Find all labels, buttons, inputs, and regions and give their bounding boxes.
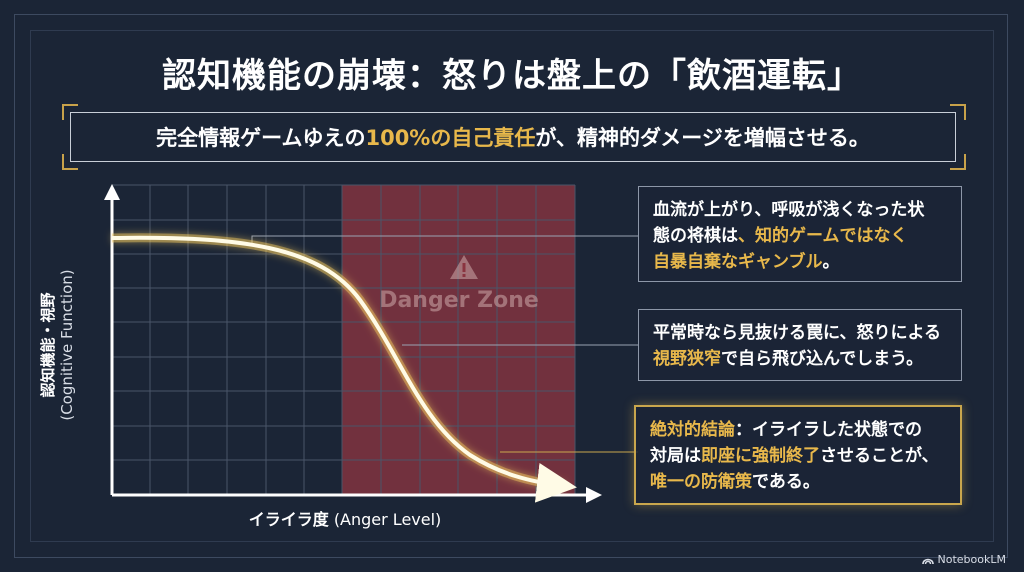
x-axis-label-en: (Anger Level) [333, 510, 442, 529]
axes [104, 184, 602, 503]
callout-3-line-3: 唯一の防衛策である。 [650, 472, 820, 492]
brand-watermark: NotebookLM [921, 553, 1006, 566]
subtitle-text-start: 完全情報ゲームゆえの [156, 126, 366, 150]
y-axis-label: 認知機能・視野 (Cognitive Function) [39, 215, 77, 475]
cognition-curve-core [111, 235, 577, 503]
callout-1-line-2: 態の将棋は、知的ゲームではなく [653, 226, 908, 246]
banner-corner-tl [62, 104, 78, 120]
inner-frame [30, 30, 994, 542]
outer-frame [14, 14, 1008, 558]
x-axis-label-jp: イライラ度 [248, 510, 329, 529]
callout-3-line-1: 絶対的結論：イライラした状態での [650, 420, 922, 440]
banner-corner-br [950, 154, 966, 170]
callout-gamble: 血流が上がり、呼吸が浅くなった状 態の将棋は、知的ゲームではなく 自暴自棄なギャ… [638, 186, 962, 282]
banner-corner-tr [950, 104, 966, 120]
brand-label: NotebookLM [937, 553, 1006, 566]
callout-1-line-1: 血流が上がり、呼吸が浅くなった状 [653, 200, 925, 220]
y-axis-label-jp: 認知機能・視野 [39, 292, 57, 398]
page-title: 認知機能の崩壊：怒りは盤上の「飲酒運転」 [162, 56, 862, 96]
subtitle-text-end: が、精神的ダメージを増幅させる。 [535, 126, 870, 150]
callout-1-line-3: 自暴自棄なギャンブル。 [653, 252, 840, 272]
notebooklm-logo-icon [921, 558, 934, 564]
warning-icon [450, 255, 478, 279]
callout-3-line-2: 対局は即座に強制終了させることが、 [650, 446, 939, 466]
callout-conclusion: 絶対的結論：イライラした状態での 対局は即座に強制終了させることが、 唯一の防衛… [634, 405, 962, 505]
y-axis-arrow [104, 184, 120, 200]
x-axis-label: イライラ度 (Anger Level) [230, 506, 460, 530]
banner-corner-bl [62, 154, 78, 170]
subtitle-banner: 完全情報ゲームゆえの 100%の自己責任 が、精神的ダメージを増幅させる。 [70, 112, 956, 162]
subtitle-highlight: 100%の自己責任 [365, 126, 536, 150]
y-axis-label-en: (Cognitive Function) [58, 269, 76, 421]
callout-tunnel-vision: 平常時なら見抜ける罠に、怒りによる 視野狭窄で自ら飛び込んでしまう。 [638, 309, 962, 381]
callout-2-line-2: 視野狭窄で自ら飛び込んでしまう。 [653, 349, 924, 369]
callout-2-line-1: 平常時なら見抜ける罠に、怒りによる [653, 323, 941, 343]
x-axis-arrow [586, 487, 602, 503]
danger-zone-label: Danger Zone [379, 288, 539, 313]
